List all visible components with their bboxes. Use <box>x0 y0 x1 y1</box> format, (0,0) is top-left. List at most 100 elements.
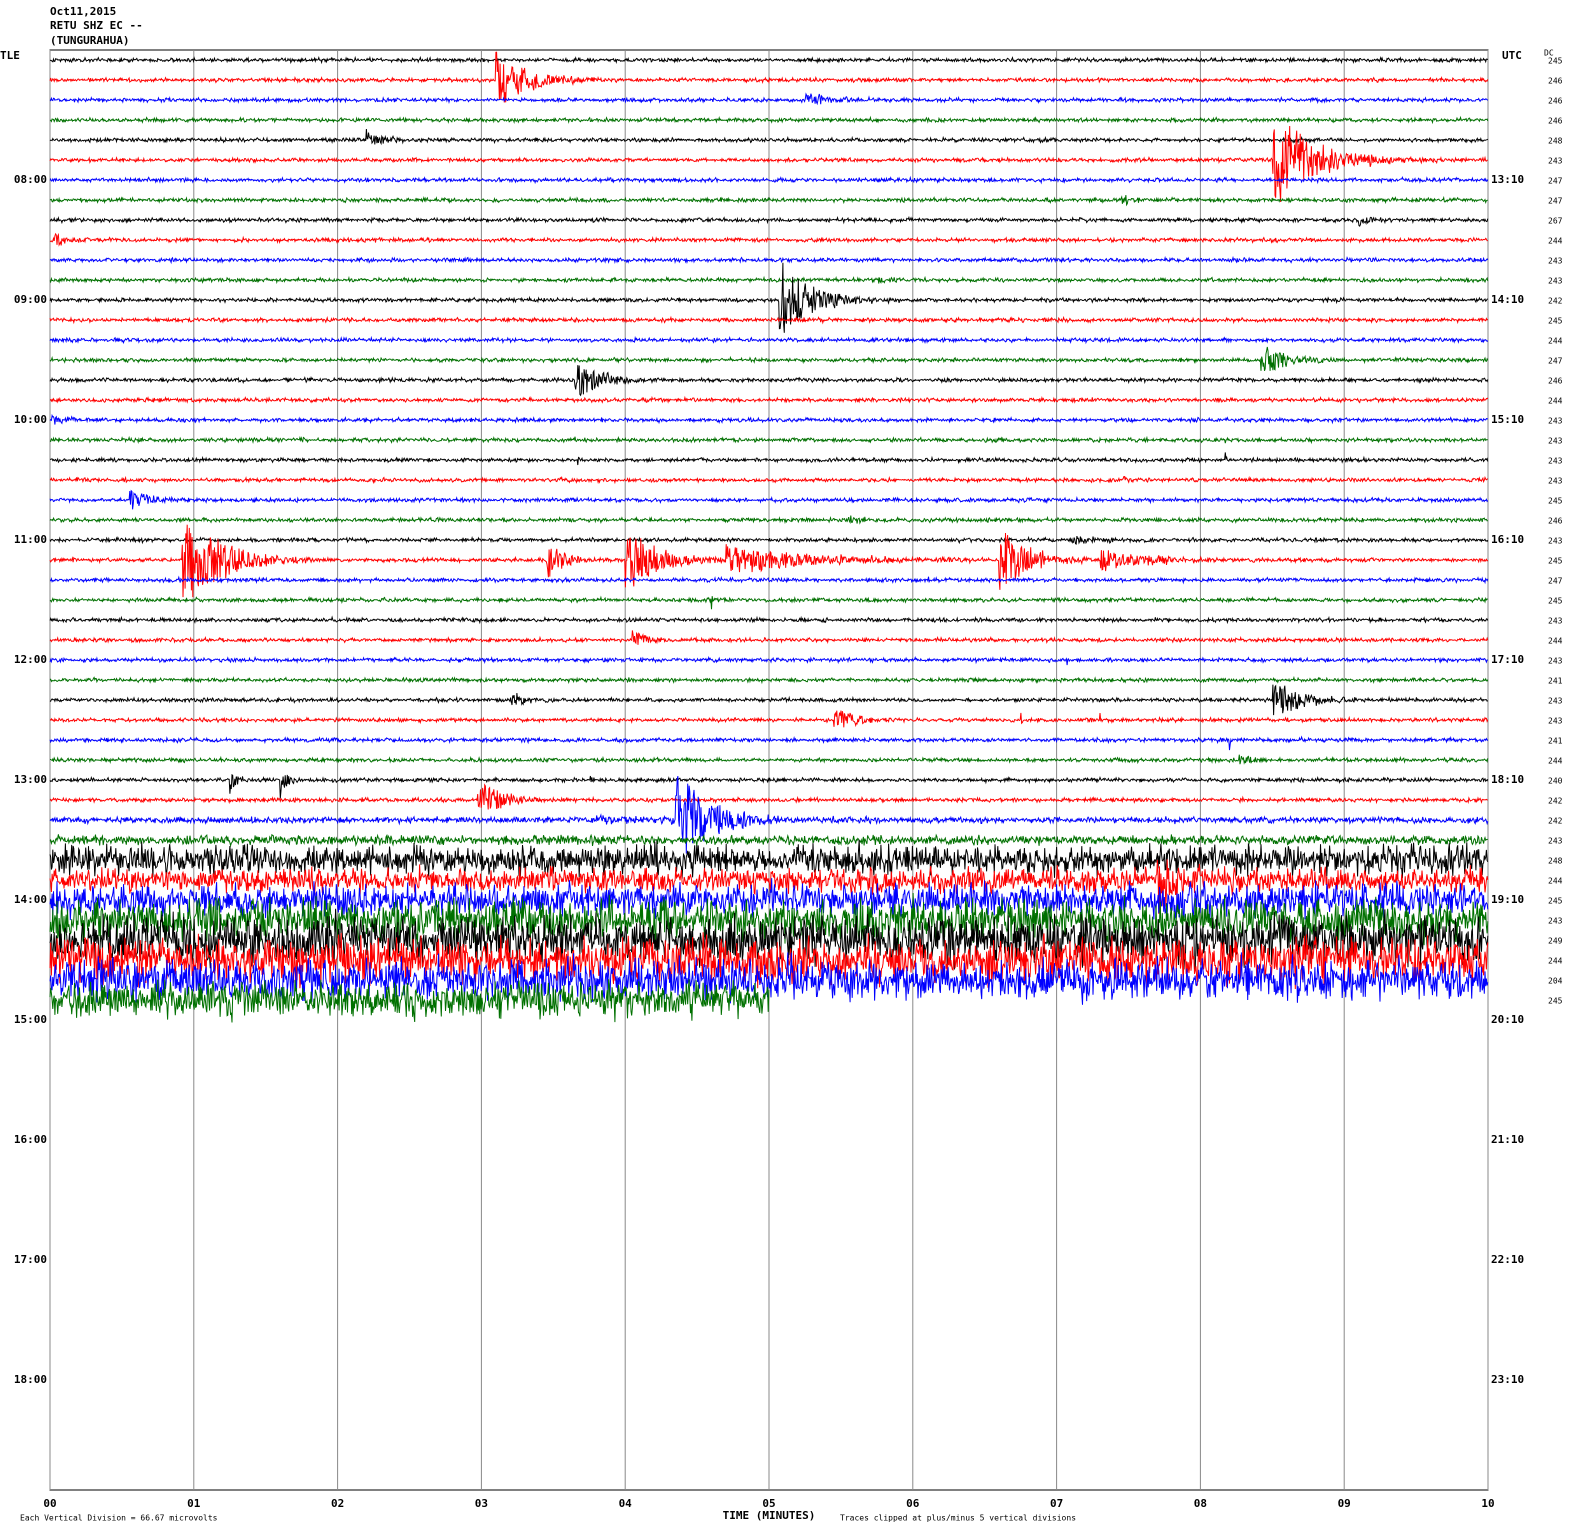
trace <box>50 575 1489 585</box>
trace <box>49 878 1489 922</box>
trace <box>49 315 1489 325</box>
trace <box>49 475 1489 485</box>
dc-value: 244 <box>1548 397 1563 406</box>
dc-value: 248 <box>1548 857 1563 866</box>
dc-value: 243 <box>1548 537 1563 546</box>
dc-value: 245 <box>1548 57 1563 66</box>
trace <box>49 335 1489 345</box>
dc-value: 242 <box>1548 817 1563 826</box>
dc-value: 246 <box>1548 97 1563 106</box>
station: RETU SHZ EC -- <box>50 19 143 32</box>
x-tick-label: 03 <box>475 1497 488 1510</box>
date: Oct11,2015 <box>50 5 116 18</box>
dc-value: 243 <box>1548 837 1563 846</box>
trace <box>49 92 1489 106</box>
trace <box>49 754 1489 765</box>
trace <box>49 275 1489 285</box>
dc-value: 243 <box>1548 457 1563 466</box>
trace <box>49 892 1489 947</box>
trace <box>49 630 1489 645</box>
x-tick-label: 00 <box>43 1497 56 1510</box>
dc-value: 241 <box>1548 737 1563 746</box>
dc-value: 240 <box>1548 777 1563 786</box>
trace <box>49 128 1489 146</box>
trace <box>49 774 1489 799</box>
trace <box>49 395 1489 405</box>
y-tick-label: 09:00 <box>14 293 47 306</box>
x-tick-label: 09 <box>1338 1497 1351 1510</box>
dc-value: 246 <box>1548 117 1563 126</box>
left-axis-label: TLE <box>0 49 20 62</box>
x-tick-label: 08 <box>1194 1497 1207 1510</box>
dc-value: 247 <box>1548 577 1563 586</box>
trace <box>49 655 1488 666</box>
dc-value: 244 <box>1548 637 1563 646</box>
dc-value: 243 <box>1548 697 1563 706</box>
dc-value: 243 <box>1548 617 1563 626</box>
trace <box>49 684 1489 716</box>
y-tick-label: 14:00 <box>14 893 47 906</box>
trace <box>49 735 1489 751</box>
dc-value: 267 <box>1548 217 1563 226</box>
clip-note: Traces clipped at plus/minus 5 vertical … <box>840 1514 1076 1523</box>
right-axis-label: UTC <box>1502 49 1522 62</box>
y2-tick-label: 21:10 <box>1491 1133 1524 1146</box>
dc-value: 243 <box>1548 477 1563 486</box>
trace <box>49 979 770 1023</box>
dc-value: 249 <box>1548 937 1563 946</box>
y2-tick-label: 22:10 <box>1491 1253 1524 1266</box>
dc-value: 248 <box>1548 137 1563 146</box>
scale-note: Each Vertical Division = 66.67 microvolt… <box>20 1514 218 1523</box>
dc-value: 245 <box>1548 317 1563 326</box>
dc-value: 244 <box>1548 957 1563 966</box>
trace <box>49 524 1489 598</box>
dc-value: 241 <box>1548 677 1563 686</box>
y2-tick-label: 15:10 <box>1491 413 1524 426</box>
dc-value: 243 <box>1548 437 1563 446</box>
trace <box>49 365 1489 397</box>
y2-tick-label: 14:10 <box>1491 293 1524 306</box>
trace <box>49 195 1488 207</box>
y2-tick-label: 19:10 <box>1491 893 1524 906</box>
y2-tick-label: 18:10 <box>1491 773 1524 786</box>
dc-value: 245 <box>1548 597 1563 606</box>
dc-value: 247 <box>1548 197 1563 206</box>
dc-value: 243 <box>1548 157 1563 166</box>
trace <box>49 675 1489 685</box>
dc-value: 242 <box>1548 297 1563 306</box>
y-tick-label: 16:00 <box>14 1133 47 1146</box>
dc-value: 245 <box>1548 497 1563 506</box>
dc-value: 243 <box>1548 417 1563 426</box>
x-tick-label: 01 <box>187 1497 201 1510</box>
trace <box>49 232 1488 247</box>
dc-value: 247 <box>1548 357 1563 366</box>
trace <box>49 452 1489 466</box>
dc-value: 245 <box>1548 997 1563 1006</box>
trace <box>49 125 1488 203</box>
dc-value: 244 <box>1548 877 1563 886</box>
y2-tick-label: 13:10 <box>1491 173 1524 186</box>
y-tick-label: 11:00 <box>14 533 47 546</box>
dc-value: 246 <box>1548 517 1563 526</box>
y-tick-label: 08:00 <box>14 173 47 186</box>
trace <box>49 255 1489 265</box>
y2-tick-label: 23:10 <box>1491 1373 1524 1386</box>
trace <box>49 839 1489 879</box>
dc-label: DC <box>1544 49 1554 58</box>
dc-value: 245 <box>1548 897 1563 906</box>
y-tick-label: 10:00 <box>14 413 47 426</box>
x-tick-label: 07 <box>1050 1497 1063 1510</box>
x-tick-label: 04 <box>619 1497 633 1510</box>
trace <box>49 615 1489 625</box>
dc-value: 243 <box>1548 257 1563 266</box>
trace <box>49 215 1489 227</box>
y-tick-label: 17:00 <box>14 1253 47 1266</box>
x-tick-label: 10 <box>1481 1497 1494 1510</box>
dc-value: 244 <box>1548 237 1563 246</box>
x-axis-label: TIME (MINUTES) <box>723 1509 816 1522</box>
trace <box>49 55 1489 65</box>
trace <box>49 346 1489 371</box>
trace <box>49 115 1489 125</box>
dc-value: 204 <box>1548 977 1563 986</box>
